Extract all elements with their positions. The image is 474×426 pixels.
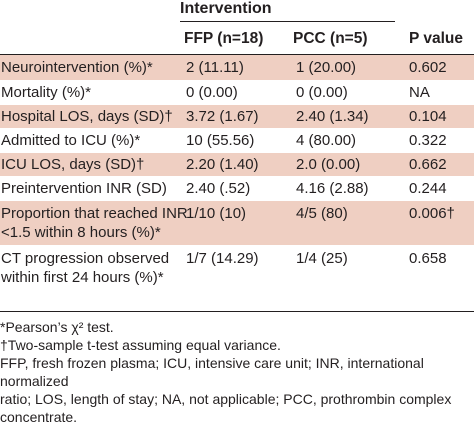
p-value: NA [409,84,430,101]
p-value: 0.322 [409,132,447,149]
ffp-value: 10 (55.56) [186,132,255,149]
group-header: Intervention [0,0,474,22]
table-row: Hospital LOS, days (SD)† 3.72 (1.67) 2.4… [0,104,474,128]
table-row: Preintervention INR (SD) 2.40 (.52) 4.16… [0,176,474,200]
p-value: 0.662 [409,156,447,173]
pcc-value: 4/5 (80) [296,205,348,222]
p-value: 0.006† [409,205,455,222]
results-table: Intervention FFP (n=18) PCC (n=5) P valu… [0,0,474,290]
pcc-value: 0 (0.00) [296,84,348,101]
column-header-row: FFP (n=18) PCC (n=5) P value [0,22,474,55]
pcc-value: 2.0 (0.00) [296,156,361,173]
row-label: Preintervention INR (SD) [1,180,167,197]
row-label: Hospital LOS, days (SD)† [1,108,173,125]
ffp-value: 0 (0.00) [186,84,238,101]
pcc-value: 2.40 (1.34) [296,108,369,125]
footnote-abbreviations-2: ratio; LOS, length of stay; NA, not appl… [0,391,452,407]
ffp-value: 2.40 (.52) [186,180,251,197]
pcc-value: 1/4 (25) [296,250,348,267]
ffp-value: 1/10 (10) [186,205,247,222]
row-label: Neurointervention (%)* [1,59,153,76]
row-label: ICU LOS, days (SD)† [1,156,145,173]
table-row: ICU LOS, days (SD)† 2.20 (1.40) 2.0 (0.0… [0,152,474,176]
column-header-ffp: FFP (n=18) [184,30,264,47]
p-value: 0.602 [409,59,447,76]
ffp-value: 1/7 (14.29) [186,250,259,267]
row-label: Admitted to ICU (%)* [1,132,141,149]
group-rule [180,21,395,22]
ffp-value: 3.72 (1.67) [186,108,259,125]
pcc-value: 4 (80.00) [296,132,357,149]
table-row: Neurointervention (%)* 2 (11.11) 1 (20.0… [0,55,474,80]
footnote-t-test: †Two-sample t-test assuming equal varian… [0,337,281,353]
table-row: Admitted to ICU (%)* 10 (55.56) 4 (80.00… [0,128,474,152]
table-row: CT progression observed within first 24 … [0,245,474,290]
footnote-abbreviations-1: FFP, fresh frozen plasma; ICU, intensive… [0,355,424,389]
pcc-value: 4.16 (2.88) [296,180,369,197]
intervention-group-label: Intervention [180,0,272,17]
row-label-line-1: CT progression observed [1,250,170,267]
row-label-line-2: <1.5 within 8 hours (%)* [1,224,161,241]
p-value: 0.244 [409,180,447,197]
column-header-p-value: P value [409,30,464,47]
table-row: Mortality (%)* 0 (0.00) 0 (0.00) NA [0,80,474,104]
ffp-value: 2.20 (1.40) [186,156,259,173]
p-value: 0.658 [409,250,447,267]
p-value: 0.104 [409,108,447,125]
pcc-value: 1 (20.00) [296,59,357,76]
row-label: Mortality (%)* [1,84,92,101]
row-label-line-2: within first 24 hours (%)* [1,269,164,286]
column-header-pcc: PCC (n=5) [293,30,368,47]
table-footnotes: *Pearson’s χ² test. †Two-sample t-test a… [0,311,474,426]
table-row: Proportion that reached INR <1.5 within … [0,200,474,245]
footnote-pearson: *Pearson’s χ² test. [0,319,114,335]
ffp-value: 2 (11.11) [186,59,244,76]
row-label-line-1: Proportion that reached INR [1,205,188,222]
